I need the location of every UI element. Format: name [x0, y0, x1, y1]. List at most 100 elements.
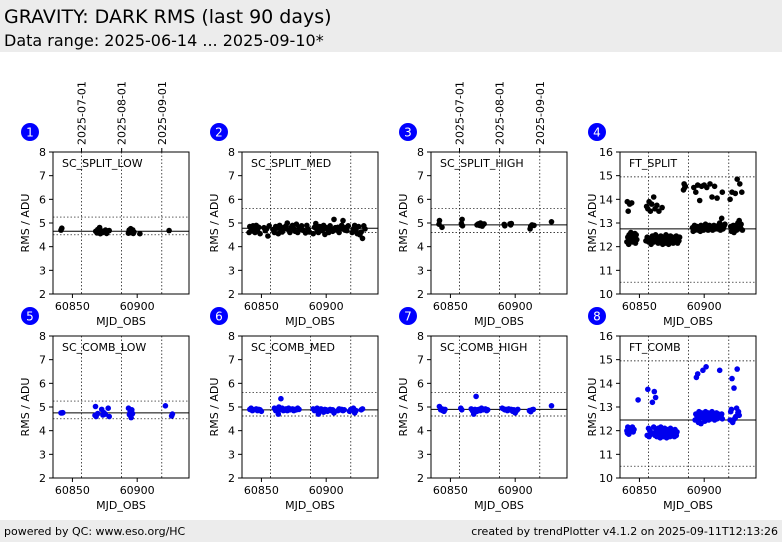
- data-point: [60, 409, 66, 416]
- panel-number: 6: [215, 310, 223, 324]
- x-axis-label: MJD_OBS: [96, 499, 146, 512]
- y-tick-label: 5: [228, 217, 235, 230]
- panel-sc-split-high: 2 3 4 5 6 7 8 60850 60900 MJD_OBS RMS / ADU SC_SPLI…: [397, 81, 568, 328]
- y-axis-label: RMS / ADU: [208, 194, 221, 253]
- y-tick-label: 3: [39, 448, 46, 461]
- data-point: [693, 189, 699, 195]
- data-point: [362, 226, 368, 232]
- y-tick-label: 16: [599, 330, 613, 343]
- y-tick-label: 13: [599, 401, 613, 414]
- plot-frame: [430, 151, 568, 295]
- panel-number: 4: [593, 126, 601, 140]
- data-point: [703, 364, 709, 370]
- data-point: [736, 412, 742, 419]
- data-point: [650, 194, 657, 200]
- y-tick-label: 15: [599, 170, 613, 183]
- data-point: [255, 224, 262, 231]
- y-tick-label: 6: [228, 377, 235, 390]
- data-point: [707, 181, 713, 187]
- panel-ft-comb: 10 11 12 13 14 15 16 60850 60900 MJD_OBS RMS / ADU…: [586, 307, 757, 512]
- y-tick-label: 6: [417, 377, 424, 390]
- page-title: GRAVITY: DARK RMS (last 90 days): [4, 6, 332, 28]
- y-tick-label: 14: [599, 377, 613, 390]
- panel-label: FT_COMB: [629, 341, 681, 354]
- data-point: [502, 223, 508, 229]
- panel-number-badge: [210, 307, 228, 325]
- data-point: [722, 221, 728, 227]
- panel-sc-split-low: 2 3 4 5 6 7 8 60850 60900 MJD_OBS RMS / ADU SC_SPLI…: [19, 81, 190, 328]
- data-point: [169, 411, 176, 417]
- data-point: [484, 407, 491, 413]
- data-point: [633, 232, 639, 238]
- data-point: [359, 235, 366, 242]
- y-tick-label: 8: [39, 146, 46, 159]
- data-point: [716, 367, 723, 374]
- data-point: [459, 223, 466, 229]
- data-range-subtitle: Data range: 2025-06-14 ... 2025-09-10*: [4, 31, 324, 50]
- x-tick-label: 60850: [244, 300, 279, 313]
- data-point: [635, 397, 641, 403]
- y-tick-label: 8: [228, 330, 235, 343]
- data-point: [258, 408, 265, 415]
- data-point: [344, 227, 350, 234]
- data-point: [131, 229, 137, 235]
- y-tick-label: 13: [599, 217, 613, 230]
- data-point: [548, 403, 555, 409]
- data-point: [358, 229, 365, 235]
- data-point: [313, 220, 319, 227]
- data-point: [647, 208, 654, 214]
- x-tick-label: 60900: [120, 484, 155, 497]
- data-point: [628, 200, 635, 206]
- data-point: [266, 223, 273, 229]
- data-point: [676, 234, 683, 240]
- data-point: [649, 399, 656, 406]
- x-tick-label: 60850: [55, 300, 90, 313]
- data-point: [719, 416, 726, 422]
- panel-number-badge: [588, 123, 606, 141]
- plot-frame: [52, 151, 190, 295]
- data-point: [298, 223, 305, 229]
- data-point: [296, 406, 302, 413]
- y-tick-label: 7: [228, 170, 235, 183]
- panel-number: 1: [26, 126, 34, 140]
- data-point: [340, 217, 346, 224]
- y-tick-label: 16: [599, 146, 613, 159]
- date-tick-label: 2025-09-01: [156, 81, 169, 145]
- data-point: [353, 407, 359, 414]
- x-axis-label: MJD_OBS: [663, 499, 713, 512]
- data-point: [654, 202, 660, 209]
- data-point: [696, 197, 703, 204]
- data-point: [287, 229, 293, 236]
- data-point: [341, 407, 348, 413]
- data-point: [739, 227, 746, 233]
- data-point: [106, 227, 112, 234]
- footer-created-by: created by trendPlotter v4.1.2 on 2025-0…: [471, 525, 778, 538]
- data-point: [459, 216, 465, 223]
- header-bar: GRAVITY: DARK RMS (last 90 days) Data ra…: [0, 0, 782, 52]
- y-tick-label: 7: [417, 354, 424, 367]
- data-point: [625, 208, 631, 214]
- data-point: [548, 219, 555, 225]
- panel-label: SC_COMB_MED: [251, 341, 335, 354]
- data-point: [674, 429, 680, 435]
- y-tick-label: 8: [228, 146, 235, 159]
- data-point: [459, 407, 465, 413]
- date-tick-label: 2025-07-01: [75, 81, 88, 145]
- panel-label: SC_COMB_LOW: [62, 341, 146, 354]
- y-tick-label: 5: [417, 217, 424, 230]
- data-point: [166, 227, 172, 234]
- y-tick-label: 8: [39, 330, 46, 343]
- y-tick-label: 4: [39, 425, 46, 438]
- x-axis-label: MJD_OBS: [663, 315, 713, 328]
- data-point: [718, 411, 725, 417]
- data-point: [436, 217, 443, 224]
- data-point: [473, 393, 479, 400]
- data-point: [714, 195, 720, 201]
- data-point: [92, 403, 99, 410]
- y-tick-label: 3: [228, 448, 235, 461]
- panel-ft-split: 10 11 12 13 14 15 16 60850 60900 MJD_OBS RMS / ADU…: [586, 123, 757, 328]
- x-tick-label: 60900: [309, 484, 344, 497]
- y-axis-label: RMS / ADU: [397, 194, 410, 253]
